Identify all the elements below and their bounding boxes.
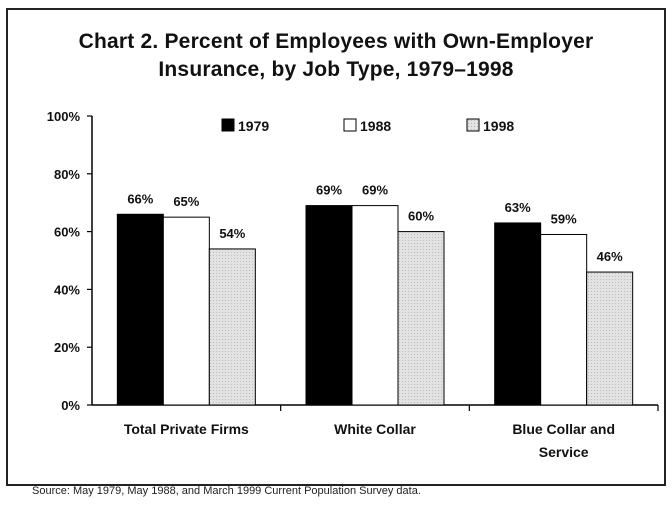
x-category-label: Blue Collar and [512, 421, 615, 437]
bar [540, 233, 588, 406]
bar [494, 222, 542, 406]
bar [586, 271, 634, 406]
legend-swatch [221, 118, 235, 132]
data-label: 69% [362, 183, 388, 198]
x-category-label: Total Private Firms [124, 421, 249, 437]
y-tick-label: 100% [47, 109, 81, 124]
x-category-label: White Collar [334, 421, 416, 437]
legend-label: 1979 [238, 118, 269, 134]
data-label: 63% [505, 200, 531, 215]
bar [162, 216, 210, 406]
data-label: 59% [551, 211, 577, 226]
chart-title-line-2: Insurance, by Job Type, 1979–1998 [158, 58, 514, 81]
legend-swatch [466, 118, 480, 132]
bar [305, 205, 353, 406]
data-label: 69% [316, 183, 342, 198]
data-label: 66% [127, 191, 153, 206]
data-label: 65% [173, 194, 199, 209]
y-tick-label: 40% [54, 282, 80, 297]
legend-label: 1988 [360, 118, 391, 134]
bar [208, 248, 256, 406]
y-tick-label: 80% [54, 167, 80, 182]
chart-title-line-1: Chart 2. Percent of Employees with Own-E… [78, 30, 594, 53]
legend-swatch [343, 118, 357, 132]
bar [116, 213, 164, 406]
legend-label: 1998 [483, 118, 514, 134]
data-label: 46% [597, 249, 623, 264]
y-tick-label: 0% [61, 398, 80, 413]
y-tick-label: 60% [54, 225, 80, 240]
bar [397, 231, 445, 406]
bar [351, 205, 399, 406]
source-note: Source: May 1979, May 1988, and March 19… [32, 485, 421, 497]
y-tick-label: 20% [54, 340, 80, 355]
data-label: 60% [408, 209, 434, 224]
bar-chart: 0% 20% 40% 60% 80% 100% 66% 65% 54% Total Private… [47, 109, 659, 460]
data-label: 54% [219, 226, 245, 241]
x-category-label: Service [539, 444, 589, 460]
